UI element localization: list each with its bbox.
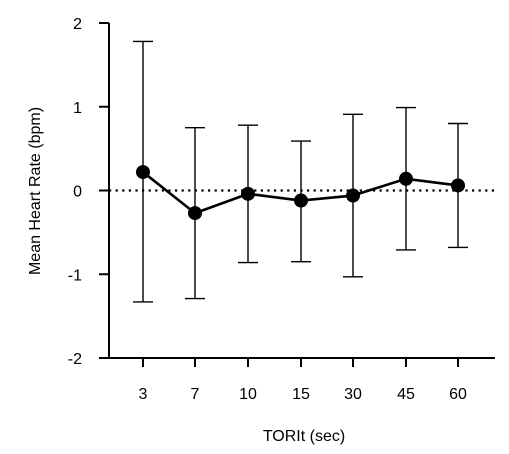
data-point-10 xyxy=(241,186,255,201)
data-point-60 xyxy=(451,178,465,193)
x-tick-label-15: 15 xyxy=(292,386,310,403)
error-bars-group xyxy=(133,40,468,303)
x-tick-label-3: 3 xyxy=(139,386,148,403)
y-tick-label-2: 2 xyxy=(73,16,82,33)
data-point-7 xyxy=(188,206,202,221)
x-tick-label-7: 7 xyxy=(191,386,200,403)
y-axis-title: Mean Heart Rate (bpm) xyxy=(27,107,44,275)
y-tick-label--2: -2 xyxy=(68,351,82,368)
x-tick-label-30: 30 xyxy=(344,386,362,403)
data-points-group xyxy=(136,165,465,221)
x-tick-label-10: 10 xyxy=(239,386,257,403)
tick-labels-group: -2 -1 0 1 2 3 7 10 15 30 45 60 xyxy=(68,16,467,403)
x-tick-label-60: 60 xyxy=(449,386,467,403)
x-tick-label-45: 45 xyxy=(397,386,415,403)
axes-group xyxy=(99,22,495,367)
data-point-3 xyxy=(136,165,150,180)
data-point-15 xyxy=(294,193,308,208)
y-tick-label-1: 1 xyxy=(73,100,82,117)
y-tick-label-0: 0 xyxy=(73,184,82,201)
data-point-30 xyxy=(346,188,360,203)
x-axis-title: TORIt (sec) xyxy=(263,428,345,445)
data-point-45 xyxy=(399,171,413,186)
y-tick-label--1: -1 xyxy=(68,267,82,284)
